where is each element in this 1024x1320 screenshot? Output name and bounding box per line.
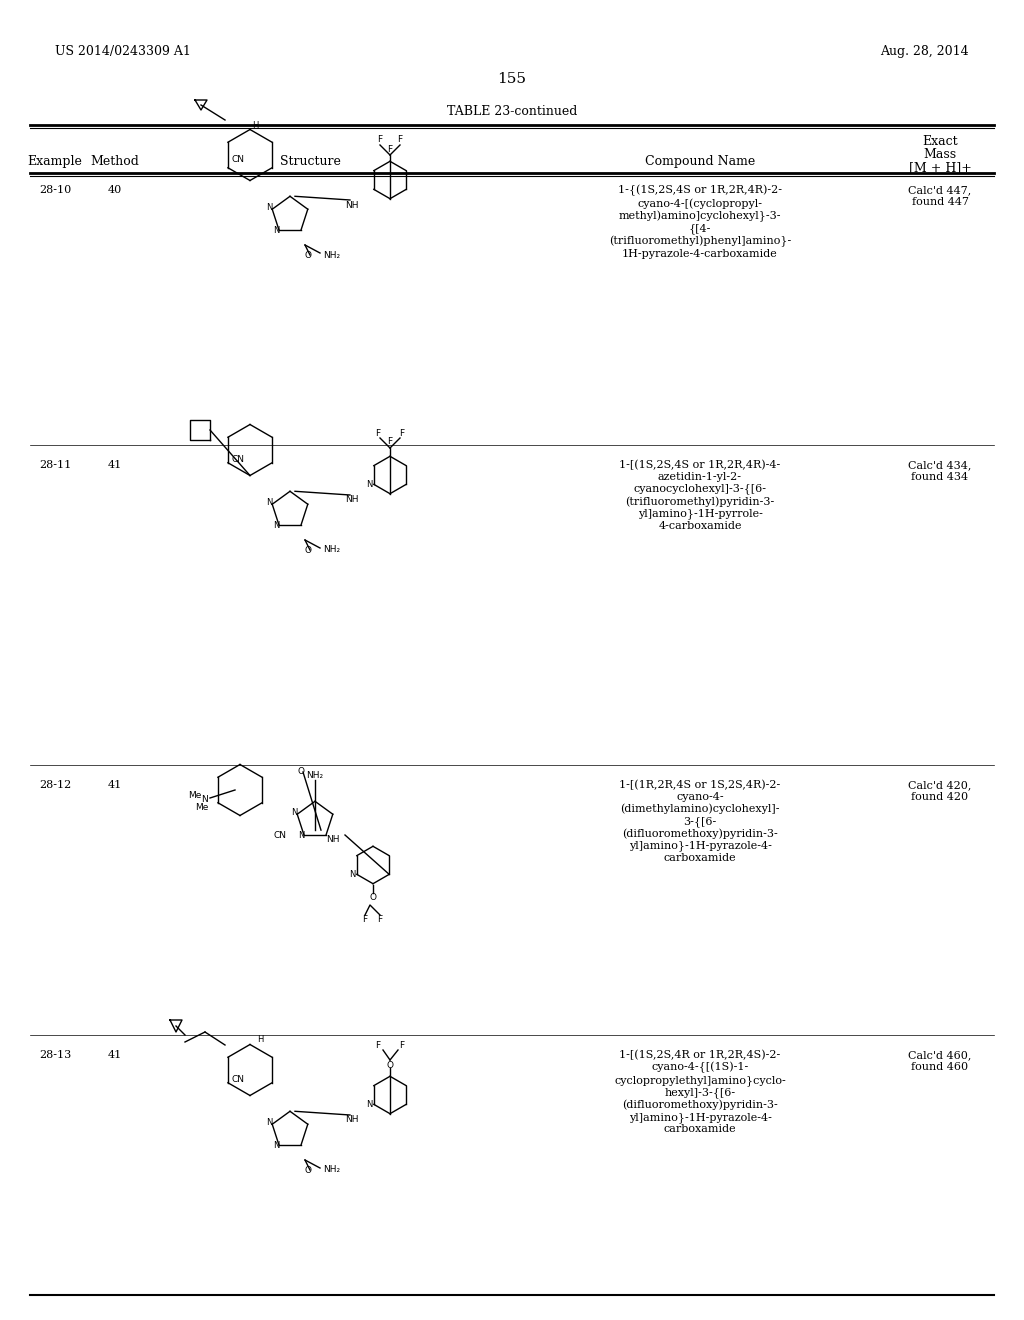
- Text: CN: CN: [232, 455, 245, 465]
- Text: F: F: [397, 136, 402, 144]
- Text: F: F: [378, 136, 383, 144]
- Text: O: O: [304, 251, 311, 260]
- Text: 1-[(1R,2R,4S or 1S,2S,4R)-2-
cyano-4-
(dimethylamino)cyclohexyl]-
3-{[6-
(difluo: 1-[(1R,2R,4S or 1S,2S,4R)-2- cyano-4- (d…: [620, 780, 780, 863]
- Text: N: N: [291, 808, 297, 817]
- Text: Aug. 28, 2014: Aug. 28, 2014: [881, 45, 969, 58]
- Text: Calc'd 420,
found 420: Calc'd 420, found 420: [908, 780, 972, 801]
- Text: Example: Example: [28, 154, 83, 168]
- Text: O: O: [386, 1060, 393, 1069]
- Text: NH: NH: [327, 836, 340, 845]
- Text: O: O: [304, 1166, 311, 1175]
- Text: Calc'd 447,
found 447: Calc'd 447, found 447: [908, 185, 972, 207]
- Text: O: O: [304, 546, 311, 554]
- Text: 41: 41: [108, 1049, 122, 1060]
- Text: 28-10: 28-10: [39, 185, 71, 195]
- Text: 40: 40: [108, 185, 122, 195]
- Text: Exact: Exact: [923, 135, 957, 148]
- Text: F: F: [362, 916, 368, 924]
- Text: N: N: [367, 1100, 373, 1109]
- Text: F: F: [376, 429, 381, 437]
- Text: Me: Me: [188, 791, 202, 800]
- Text: 1-[(1S,2S,4R or 1R,2R,4S)-2-
cyano-4-{[(1S)-1-
cyclopropylethyl]amino}cyclo-
hex: 1-[(1S,2S,4R or 1R,2R,4S)-2- cyano-4-{[(…: [614, 1049, 785, 1134]
- Text: N: N: [272, 226, 280, 235]
- Text: H: H: [257, 1035, 263, 1044]
- Text: TABLE 23-continued: TABLE 23-continued: [446, 106, 578, 117]
- Text: O: O: [298, 767, 305, 776]
- Text: NH₂: NH₂: [323, 251, 340, 260]
- Text: Me: Me: [196, 804, 209, 813]
- Text: CN: CN: [232, 156, 245, 165]
- Text: Calc'd 434,
found 434: Calc'd 434, found 434: [908, 459, 972, 482]
- Text: NH₂: NH₂: [323, 545, 340, 554]
- Text: Mass: Mass: [924, 148, 956, 161]
- Text: 28-12: 28-12: [39, 780, 71, 789]
- Text: 28-13: 28-13: [39, 1049, 71, 1060]
- Text: N: N: [349, 870, 356, 879]
- Text: N: N: [367, 480, 373, 488]
- Text: F: F: [399, 429, 404, 437]
- Text: NH₂: NH₂: [323, 1166, 340, 1175]
- Text: [M + H]+: [M + H]+: [908, 161, 972, 174]
- Text: H: H: [252, 120, 258, 129]
- Text: CN: CN: [273, 830, 287, 840]
- Text: Compound Name: Compound Name: [645, 154, 755, 168]
- Text: 1-{(1S,2S,4S or 1R,2R,4R)-2-
cyano-4-[(cyclopropyl-
methyl)amino]cyclohexyl}-3-
: 1-{(1S,2S,4S or 1R,2R,4R)-2- cyano-4-[(c…: [609, 185, 792, 259]
- Text: 155: 155: [498, 73, 526, 86]
- Text: 1-[(1S,2S,4S or 1R,2R,4R)-4-
azetidin-1-yl-2-
cyanocyclohexyl]-3-{[6-
(trifluoro: 1-[(1S,2S,4S or 1R,2R,4R)-4- azetidin-1-…: [620, 459, 780, 531]
- Text: NH: NH: [345, 495, 358, 504]
- Text: F: F: [387, 145, 392, 154]
- Text: N: N: [266, 203, 272, 211]
- Text: 28-11: 28-11: [39, 459, 71, 470]
- Text: CN: CN: [232, 1076, 245, 1085]
- Text: N: N: [266, 498, 272, 507]
- Text: NH₂: NH₂: [306, 771, 324, 780]
- Text: 41: 41: [108, 459, 122, 470]
- Text: US 2014/0243309 A1: US 2014/0243309 A1: [55, 45, 190, 58]
- Text: F: F: [378, 916, 383, 924]
- Text: N: N: [298, 830, 304, 840]
- Text: N: N: [272, 1140, 280, 1150]
- Text: Method: Method: [90, 154, 139, 168]
- Text: N: N: [202, 796, 208, 804]
- Text: NH: NH: [345, 201, 358, 210]
- Text: 41: 41: [108, 780, 122, 789]
- Text: F: F: [376, 1040, 381, 1049]
- Text: NH: NH: [345, 1115, 358, 1125]
- Text: N: N: [272, 520, 280, 529]
- Text: Structure: Structure: [280, 154, 340, 168]
- Text: N: N: [266, 1118, 272, 1127]
- Text: F: F: [387, 437, 392, 446]
- Text: F: F: [399, 1040, 404, 1049]
- Text: Calc'd 460,
found 460: Calc'd 460, found 460: [908, 1049, 972, 1072]
- Text: O: O: [370, 894, 377, 903]
